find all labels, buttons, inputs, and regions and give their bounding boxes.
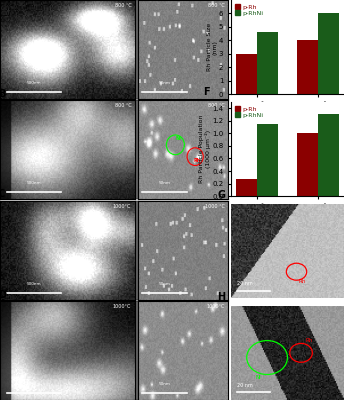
Text: Rh: Rh	[299, 279, 306, 284]
Text: Ni: Ni	[256, 375, 261, 380]
Legend: p-Rh, p-RhNi: p-Rh, p-RhNi	[234, 105, 265, 119]
Bar	[318, 14, 339, 94]
Text: C: C	[0, 189, 5, 199]
Text: 20 nm: 20 nm	[237, 281, 252, 286]
Text: F: F	[203, 87, 209, 97]
Legend: p-Rh, p-RhNi: p-Rh, p-RhNi	[234, 3, 265, 17]
Text: 20 nm: 20 nm	[237, 383, 252, 388]
Bar	[257, 124, 278, 196]
Bar	[236, 179, 257, 196]
Text: Rh: Rh	[305, 338, 313, 342]
Text: H: H	[217, 292, 225, 302]
Bar	[257, 32, 278, 94]
Y-axis label: Rh Particle Size
(nm): Rh Particle Size (nm)	[207, 23, 217, 71]
Y-axis label: Rh Particle Population
(1000 μm⁻²): Rh Particle Population (1000 μm⁻²)	[198, 115, 211, 183]
Bar	[236, 54, 257, 94]
Bar	[297, 40, 318, 94]
Bar	[318, 114, 339, 196]
Text: D: D	[0, 290, 6, 300]
Text: B: B	[0, 88, 5, 98]
Bar	[297, 133, 318, 196]
Text: G: G	[217, 190, 225, 200]
